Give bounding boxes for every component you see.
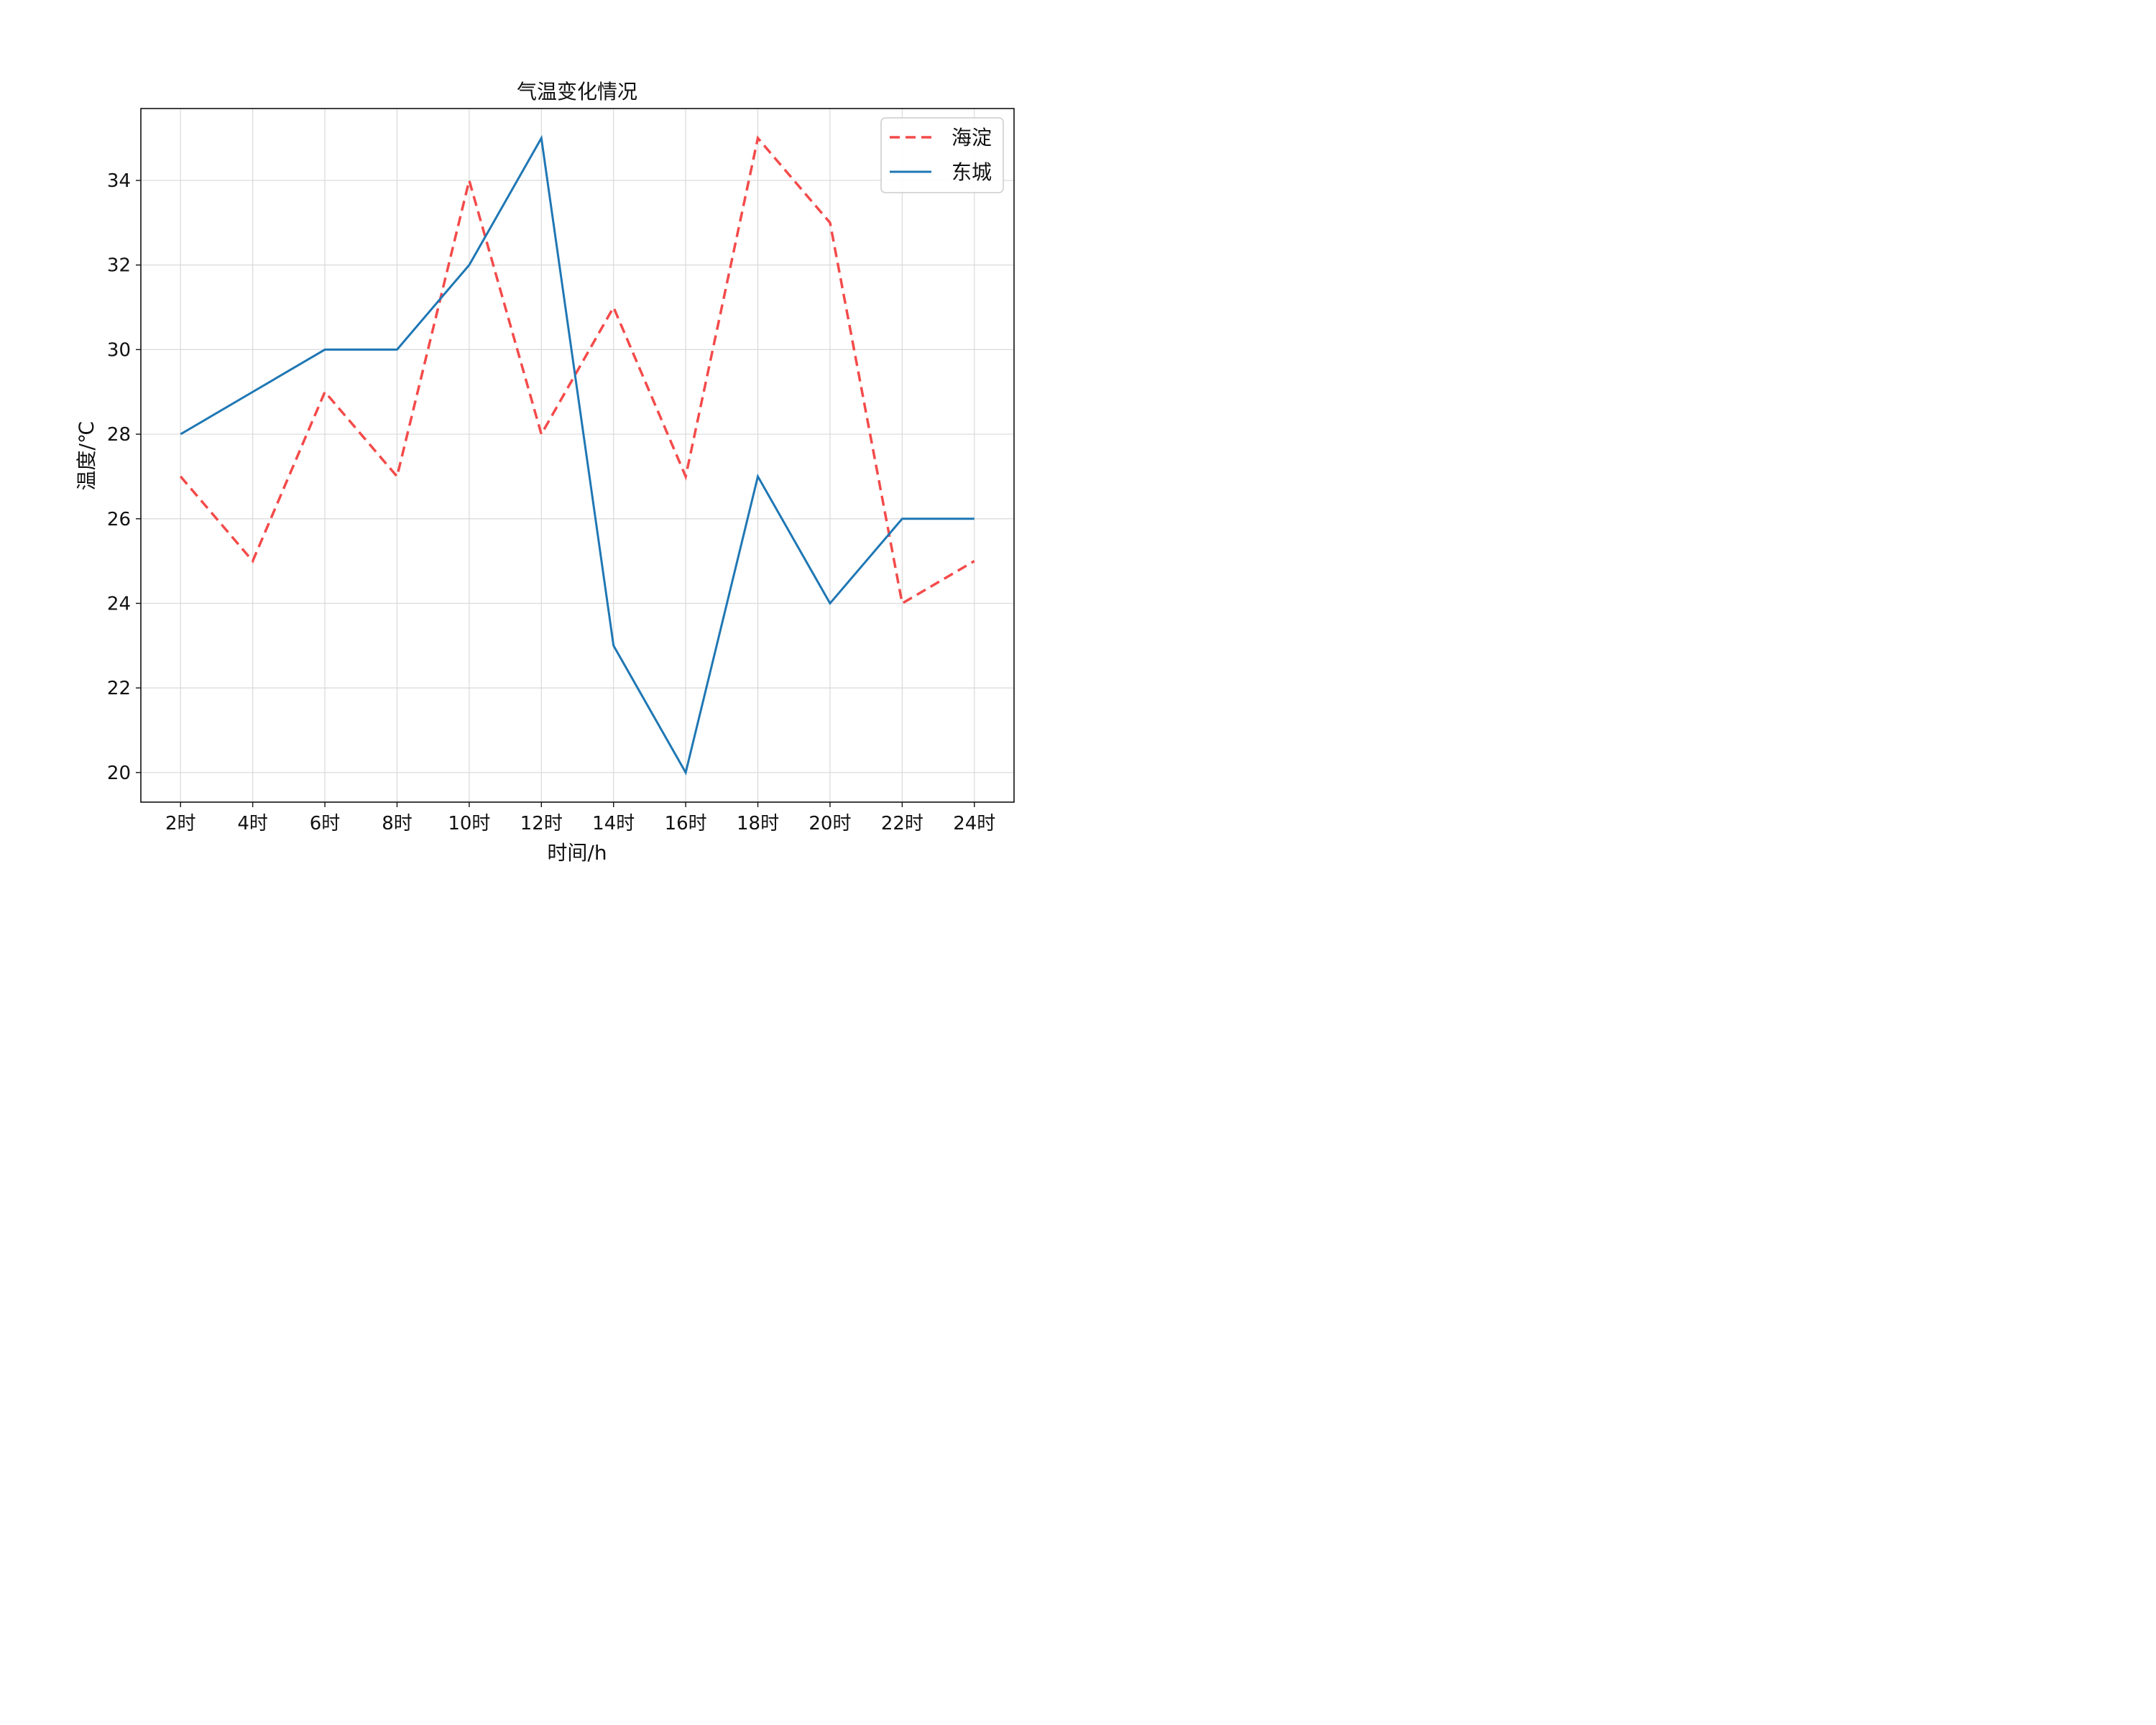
series-line-haidian — [179, 135, 975, 606]
series-line-dongcheng — [180, 134, 975, 776]
legend: 海淀 东城 — [880, 117, 1004, 193]
grid-layer — [141, 109, 1014, 802]
line-chart: 2时 4时 6时 8时 10时 12时 14时 16时 18时 20时 22时 24时 20 22 24 26… — [0, 0, 1124, 898]
y-tick-label: 34 — [107, 170, 131, 192]
x-tick-label: 10时 — [448, 813, 490, 834]
chart-title: 气温变化情况 — [517, 80, 637, 104]
x-tick-label: 16时 — [665, 813, 707, 834]
x-tick-label: 4时 — [237, 813, 268, 834]
plot-frame — [140, 108, 1015, 803]
y-tick-label: 20 — [107, 763, 131, 784]
x-tick-label: 8时 — [382, 813, 413, 834]
x-tick-label: 2时 — [165, 813, 196, 834]
y-axis-label: 温度/℃ — [75, 421, 98, 491]
y-tick-label: 22 — [107, 678, 131, 699]
x-tick-label: 12时 — [520, 813, 563, 834]
x-tick-label: 18时 — [737, 813, 779, 834]
y-tick-label: 26 — [107, 509, 131, 530]
y-tick-label: 30 — [107, 339, 131, 361]
legend-label-haidian: 海淀 — [952, 126, 992, 150]
series-layer — [179, 134, 975, 776]
legend-label-dongcheng: 东城 — [952, 160, 992, 184]
x-axis-label: 时间/h — [547, 841, 607, 865]
x-tick-label: 22时 — [881, 813, 923, 834]
chart-root: 2时 4时 6时 8时 10时 12时 14时 16时 18时 20时 22时 24时 20 22 24 26… — [0, 0, 1124, 898]
x-tick-label: 24时 — [953, 813, 995, 834]
x-tick-label: 14时 — [592, 813, 635, 834]
y-tick-label: 28 — [107, 424, 131, 446]
x-tick-label: 6时 — [310, 813, 341, 834]
tick-layer: 2时 4时 6时 8时 10时 12时 14时 16时 18时 20时 22时 24时 20 22 24 26… — [107, 170, 995, 834]
y-tick-label: 24 — [107, 593, 131, 615]
x-tick-label: 20时 — [808, 813, 851, 834]
y-tick-label: 32 — [107, 255, 131, 277]
